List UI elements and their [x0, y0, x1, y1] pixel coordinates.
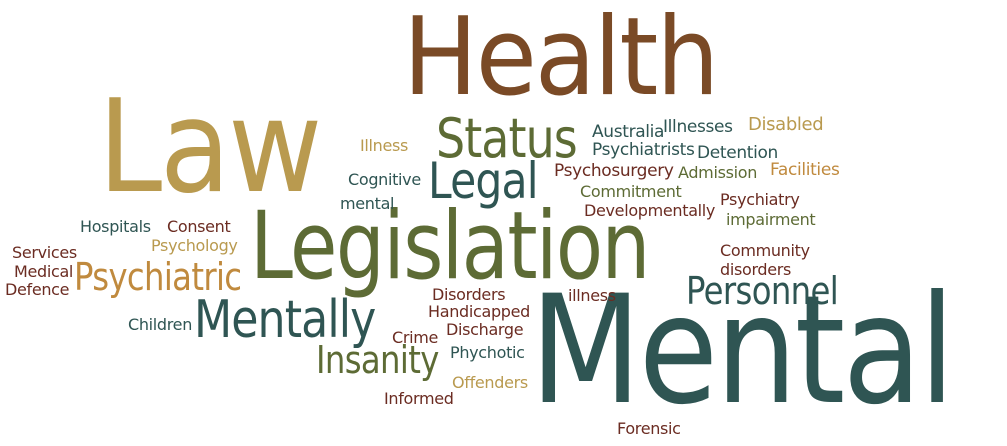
word-mentally: Mentally: [194, 290, 376, 350]
word-hospitals: Hospitals: [80, 217, 151, 236]
word-forensic: Forensic: [617, 419, 681, 438]
word-facilities: Facilities: [770, 160, 840, 180]
word-health: Health: [403, 0, 719, 120]
word-illnesses: Illnesses: [663, 117, 733, 137]
word-psychiatrists: Psychiatrists: [592, 140, 695, 160]
word-defence: Defence: [5, 280, 70, 299]
word-psychiatry: Psychiatry: [720, 190, 800, 209]
word-status: Status: [436, 107, 578, 170]
word-legal: Legal: [428, 152, 539, 210]
word-detention: Detention: [697, 143, 778, 163]
word-crime: Crime: [392, 328, 439, 347]
word-services: Services: [12, 243, 77, 262]
word-medical: Medical: [14, 262, 74, 281]
word-commitment: Commitment: [580, 182, 682, 201]
word-phychotic: Phychotic: [450, 343, 525, 362]
word-australia: Australia: [592, 122, 665, 142]
word-disabled: Disabled: [748, 114, 824, 135]
word-informed: Informed: [384, 389, 454, 408]
word-insanity: Insanity: [316, 338, 439, 382]
word-developmentally: Developmentally: [584, 201, 716, 220]
word-psychosurgery: Psychosurgery: [554, 161, 674, 181]
word-psychiatric: Psychiatric: [74, 255, 242, 299]
word-admission: Admission: [678, 163, 758, 182]
word-offenders: Offenders: [452, 373, 528, 392]
word-consent: Consent: [167, 217, 231, 236]
word-impairment: impairment: [726, 210, 816, 229]
word-mental-small: mental: [340, 194, 395, 213]
word-personnel: Personnel: [686, 269, 839, 313]
word-illness-top: Illness: [360, 136, 409, 155]
word-law: Law: [98, 73, 322, 222]
word-disorders-lower: disorders: [720, 260, 792, 279]
word-community: Community: [720, 241, 810, 260]
word-cognitive: Cognitive: [348, 170, 421, 189]
word-mental-large: Mental: [530, 264, 955, 438]
word-discharge: Discharge: [446, 320, 524, 339]
word-handicapped: Handicapped: [428, 302, 530, 321]
word-legislation: Legislation: [250, 192, 650, 301]
word-psychology: Psychology: [151, 236, 238, 255]
word-children: Children: [128, 315, 193, 334]
word-illness-mid: illness: [568, 286, 616, 305]
word-disorders-cap: Disorders: [432, 285, 506, 304]
